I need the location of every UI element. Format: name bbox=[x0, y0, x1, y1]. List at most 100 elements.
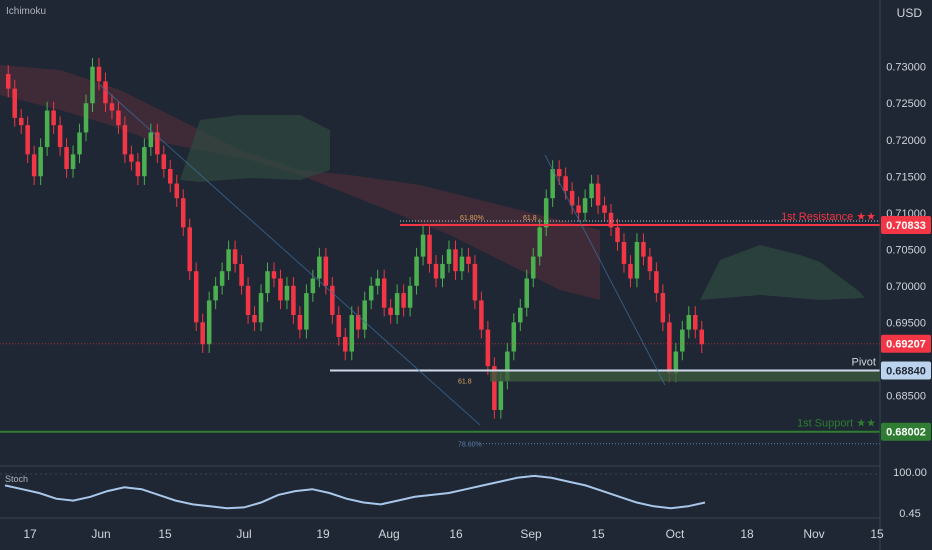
candle-body[interactable] bbox=[602, 205, 607, 213]
candle-body[interactable] bbox=[349, 315, 355, 352]
candle-body[interactable] bbox=[109, 103, 115, 111]
candle-body[interactable] bbox=[472, 263, 478, 301]
candle-body[interactable] bbox=[524, 278, 530, 308]
candle-body[interactable] bbox=[5, 74, 11, 89]
candle-body[interactable] bbox=[180, 198, 186, 228]
candle-body[interactable] bbox=[407, 285, 413, 308]
candle-body[interactable] bbox=[459, 256, 465, 272]
candle-body[interactable] bbox=[680, 329, 685, 352]
candle-body[interactable] bbox=[297, 315, 303, 330]
candle-body[interactable] bbox=[57, 125, 63, 148]
candle-body[interactable] bbox=[103, 81, 108, 104]
candle-body[interactable] bbox=[265, 271, 270, 294]
candle-body[interactable] bbox=[317, 256, 322, 279]
candle-body[interactable] bbox=[563, 176, 568, 191]
candle-body[interactable] bbox=[161, 154, 167, 169]
candle-body[interactable] bbox=[492, 366, 497, 410]
candle-body[interactable] bbox=[323, 256, 329, 286]
candle-body[interactable] bbox=[278, 278, 283, 301]
candle-body[interactable] bbox=[232, 249, 238, 264]
candle-body[interactable] bbox=[381, 278, 387, 308]
candle-body[interactable] bbox=[64, 147, 69, 169]
candle-body[interactable] bbox=[388, 307, 393, 316]
candle-body[interactable] bbox=[498, 380, 504, 410]
candle-body[interactable] bbox=[660, 293, 666, 323]
candle-body[interactable] bbox=[485, 329, 491, 367]
candle-body[interactable] bbox=[511, 322, 517, 352]
candle-body[interactable] bbox=[213, 285, 218, 301]
candle-body[interactable] bbox=[589, 183, 594, 199]
candle-body[interactable] bbox=[362, 300, 367, 330]
candle-body[interactable] bbox=[206, 300, 212, 345]
candle-body[interactable] bbox=[330, 285, 335, 316]
candle-body[interactable] bbox=[200, 322, 205, 345]
candle-body[interactable] bbox=[414, 256, 419, 286]
candle-body[interactable] bbox=[673, 351, 679, 374]
candle-body[interactable] bbox=[83, 103, 89, 133]
candle-body[interactable] bbox=[310, 278, 316, 294]
candle-body[interactable] bbox=[693, 315, 698, 330]
candle-body[interactable] bbox=[582, 198, 588, 213]
candle-body[interactable] bbox=[401, 293, 406, 308]
candle-body[interactable] bbox=[304, 293, 309, 330]
candle-body[interactable] bbox=[174, 183, 180, 199]
candle-body[interactable] bbox=[440, 263, 445, 279]
candle-body[interactable] bbox=[226, 249, 231, 272]
candle-body[interactable] bbox=[12, 88, 17, 118]
candle-body[interactable] bbox=[336, 315, 342, 337]
candle-body[interactable] bbox=[647, 256, 653, 272]
candle-body[interactable] bbox=[641, 241, 646, 257]
candle-body[interactable] bbox=[38, 147, 43, 177]
candle-body[interactable] bbox=[420, 234, 426, 257]
candle-body[interactable] bbox=[621, 241, 627, 264]
candle-body[interactable] bbox=[44, 110, 50, 148]
candle-body[interactable] bbox=[375, 278, 380, 286]
candle-body[interactable] bbox=[239, 263, 244, 286]
candle-body[interactable] bbox=[595, 183, 601, 206]
candle-body[interactable] bbox=[543, 198, 549, 228]
candle-body[interactable] bbox=[446, 249, 452, 264]
candle-body[interactable] bbox=[355, 315, 361, 330]
candle-body[interactable] bbox=[518, 307, 523, 323]
candle-body[interactable] bbox=[556, 168, 562, 177]
candle-body[interactable] bbox=[537, 227, 542, 257]
candle-body[interactable] bbox=[291, 285, 296, 316]
candle-body[interactable] bbox=[77, 132, 82, 155]
candle-body[interactable] bbox=[608, 212, 614, 228]
candle-body[interactable] bbox=[466, 256, 471, 264]
candle-body[interactable] bbox=[271, 271, 277, 279]
candle-body[interactable] bbox=[142, 147, 147, 177]
candle-body[interactable] bbox=[258, 293, 264, 323]
candle-body[interactable] bbox=[25, 125, 30, 155]
candle-body[interactable] bbox=[193, 271, 199, 323]
candle-body[interactable] bbox=[505, 351, 510, 381]
candle-body[interactable] bbox=[148, 132, 154, 148]
candle-body[interactable] bbox=[70, 154, 76, 169]
candle-body[interactable] bbox=[654, 271, 659, 294]
candle-body[interactable] bbox=[576, 205, 581, 213]
candle-body[interactable] bbox=[129, 154, 134, 162]
candle-body[interactable] bbox=[51, 110, 56, 126]
candle-body[interactable] bbox=[628, 263, 633, 279]
candle-body[interactable] bbox=[187, 227, 192, 272]
candle-body[interactable] bbox=[699, 329, 705, 345]
candle-body[interactable] bbox=[122, 125, 128, 155]
candle-body[interactable] bbox=[116, 110, 121, 126]
candle-body[interactable] bbox=[427, 234, 432, 264]
candle-body[interactable] bbox=[343, 336, 348, 352]
candle-body[interactable] bbox=[245, 285, 251, 316]
candle-body[interactable] bbox=[135, 161, 141, 177]
candle-body[interactable] bbox=[550, 168, 555, 199]
candle-body[interactable] bbox=[433, 263, 439, 279]
candle-body[interactable] bbox=[615, 227, 620, 242]
candle-body[interactable] bbox=[453, 249, 458, 272]
candle-body[interactable] bbox=[284, 285, 290, 301]
candle-body[interactable] bbox=[394, 293, 400, 316]
candle-body[interactable] bbox=[18, 117, 24, 126]
candle-body[interactable] bbox=[155, 132, 160, 155]
candle-body[interactable] bbox=[686, 315, 692, 330]
candle-body[interactable] bbox=[252, 315, 257, 323]
candle-body[interactable] bbox=[31, 154, 37, 177]
candle-body[interactable] bbox=[168, 168, 173, 184]
